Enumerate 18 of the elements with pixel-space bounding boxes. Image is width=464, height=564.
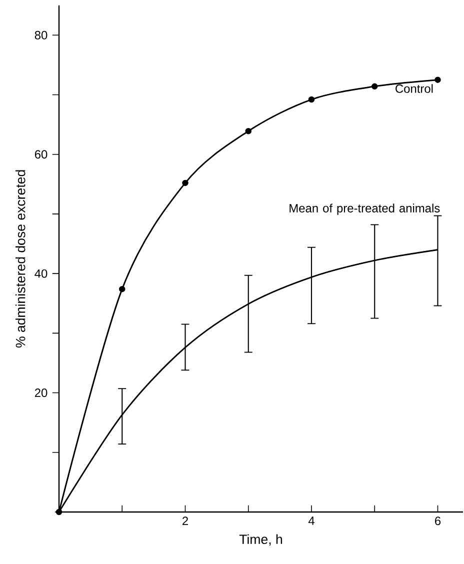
point bbox=[182, 180, 189, 186]
point bbox=[372, 83, 378, 90]
y-tick-label: 80 bbox=[35, 30, 48, 40]
text: Mean of pre-treated animals bbox=[290, 204, 440, 215]
point bbox=[434, 76, 442, 83]
x-tick-label: 6 bbox=[435, 516, 441, 526]
point bbox=[56, 508, 62, 516]
y-axis-title: % administered dose excreted bbox=[16, 170, 26, 348]
x-axis-title: Time, h bbox=[240, 534, 282, 546]
point bbox=[308, 96, 315, 103]
point bbox=[245, 128, 252, 134]
x-tick-label: 4 bbox=[308, 516, 315, 525]
y-tick-label: 20 bbox=[35, 388, 48, 398]
y-tick-label: 60 bbox=[35, 150, 48, 159]
point bbox=[119, 286, 126, 292]
y-tick-label: 40 bbox=[34, 269, 48, 278]
x-tick-label: 2 bbox=[182, 516, 188, 526]
series-label: Control bbox=[396, 84, 433, 93]
